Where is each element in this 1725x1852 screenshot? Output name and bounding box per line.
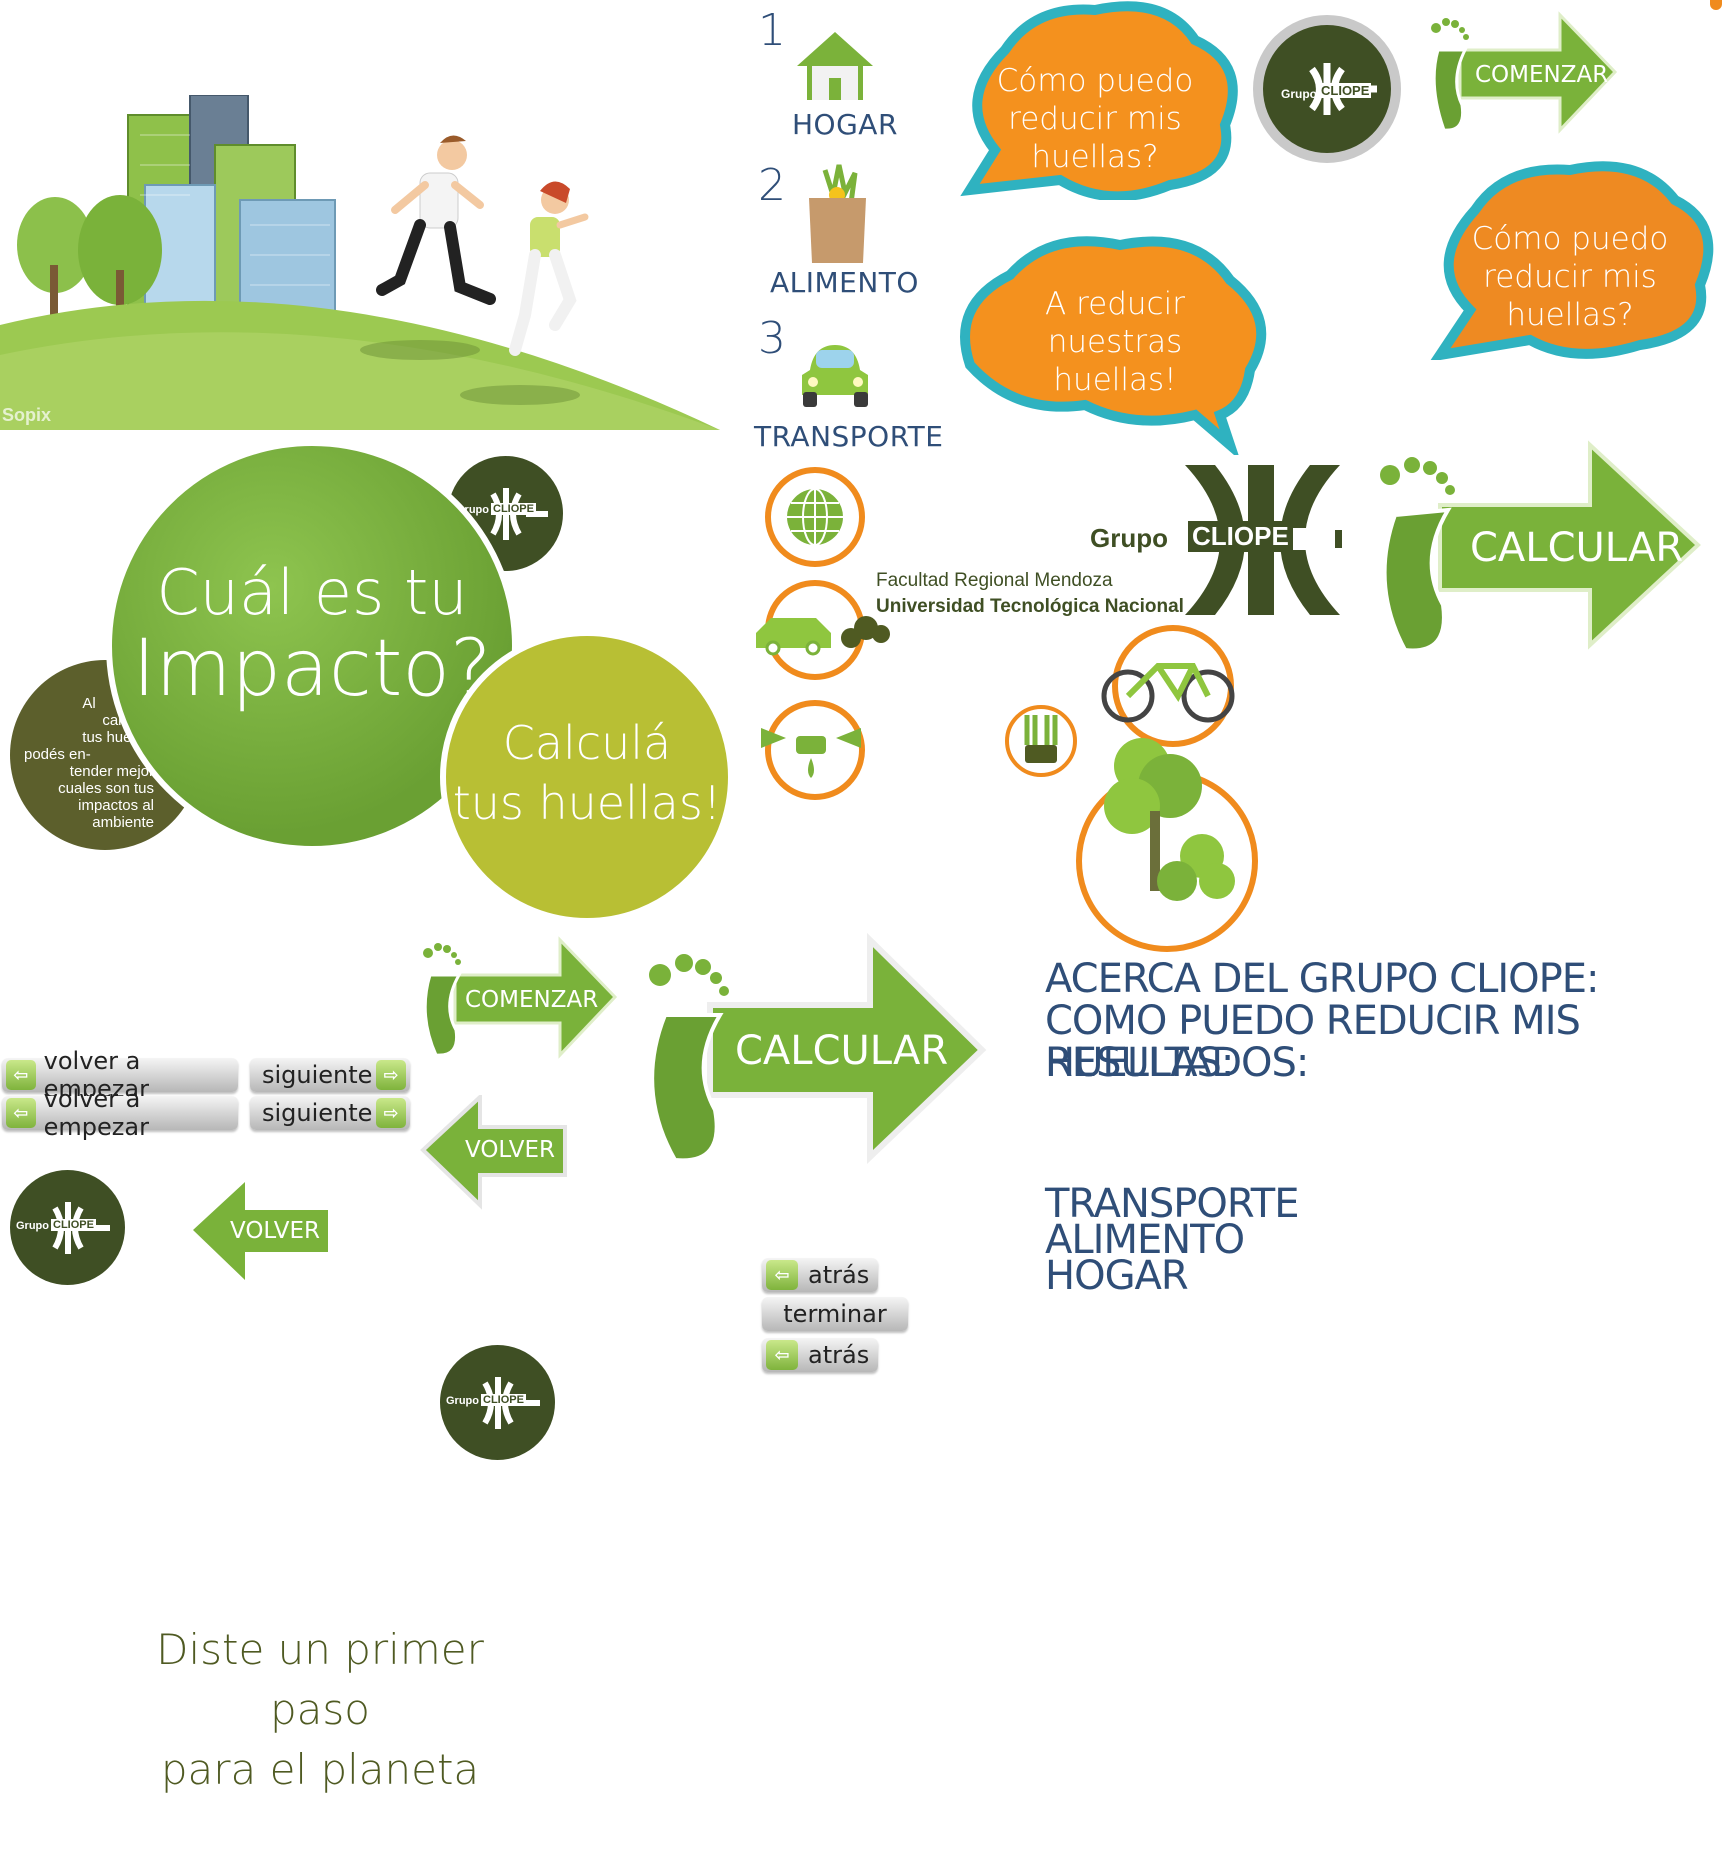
cliope-logo-small-2[interactable]: Grupo CLIOPE: [10, 1170, 125, 1285]
calcula-circle: Calculá tus huellas!: [440, 630, 734, 924]
orange-dot: [1710, 0, 1722, 10]
calcular-label-top: CALCULAR: [1470, 525, 1684, 571]
question-text-2: Cómo puedo reducir mis huellas?: [1471, 221, 1669, 333]
calcular-button-main[interactable]: CALCULAR: [630, 925, 990, 1165]
house-icon[interactable]: [795, 30, 875, 107]
car-icon[interactable]: [798, 340, 873, 415]
bicycle-icon: [1101, 625, 1235, 747]
brand-prefix: Grupo: [1090, 523, 1168, 553]
volver-button-2[interactable]: VOLVER: [190, 1180, 330, 1285]
step-3-number: 3: [758, 313, 786, 364]
impact-circle: Cuál es tu Impacto?: [106, 440, 518, 852]
impact-title-2: Impacto?: [132, 624, 492, 714]
volver-empezar-button-2[interactable]: ⇦ volver a empezar: [2, 1085, 238, 1141]
answer-bubble: A reducir nuestras huellas!: [950, 225, 1275, 461]
back-arrow-icon: ⇦: [766, 1340, 798, 1370]
water-tap-icon: [761, 700, 865, 800]
category-hogar[interactable]: HOGAR: [1045, 1253, 1189, 1299]
siguiente-button-2[interactable]: siguiente ⇨: [250, 1096, 410, 1130]
brand-name: CLIOPE: [481, 1394, 526, 1406]
trees-icon: [1076, 738, 1258, 952]
back-arrow-icon: ⇦: [6, 1060, 36, 1090]
step-2-label[interactable]: ALIMENTO: [770, 266, 919, 299]
car-emissions-icon: [756, 580, 890, 680]
globe-icon: [765, 467, 865, 567]
atras-button[interactable]: ⇦ atrás: [762, 1258, 878, 1292]
atras-button-2[interactable]: ⇦ atrás: [762, 1338, 878, 1372]
comenzar-label: COMENZAR: [1475, 62, 1609, 88]
volver-button[interactable]: VOLVER: [420, 1095, 570, 1210]
calcula-line-1: Calculá: [502, 716, 672, 770]
step-2-number: 2: [758, 160, 786, 211]
brand-name: CLIOPE: [1188, 521, 1293, 552]
cliope-logo-small-3[interactable]: Grupo CLIOPE: [440, 1345, 555, 1460]
brand-prefix: Grupo: [1281, 87, 1317, 101]
question-text: Cómo puedo reducir mis huellas?: [996, 63, 1194, 175]
comenzar-button-2[interactable]: COMENZAR: [410, 935, 620, 1060]
step-1-label[interactable]: HOGAR: [792, 108, 898, 141]
back-arrow-icon: ⇦: [766, 1260, 798, 1290]
step-1-number: 1: [758, 5, 786, 56]
brand-name: CLIOPE: [51, 1219, 96, 1231]
comenzar-button[interactable]: COMENZAR: [1420, 10, 1620, 135]
volver-label-2: VOLVER: [230, 1218, 320, 1244]
step-3-label[interactable]: TRANSPORTE: [754, 420, 944, 453]
question-bubble-2: Cómo puedo reducir mis huellas?: [1425, 160, 1715, 362]
category-alimento[interactable]: ALIMENTO: [1045, 1217, 1245, 1263]
back-arrow-icon: ⇦: [6, 1098, 36, 1128]
cliope-utn-logo: Grupo CLIOPE: [1090, 465, 1350, 625]
volver-label: VOLVER: [465, 1137, 555, 1163]
calcula-line-2: tus huellas!: [452, 776, 722, 830]
answer-text: A reducir nuestras huellas!: [1045, 286, 1185, 398]
heading-how: COMO PUEDO REDUCIR MIS HUELLAS:: [1045, 998, 1581, 1086]
cfl-bulb-icon: [1005, 705, 1077, 777]
hero-illustration: Sopix: [0, 94, 720, 430]
grocery-bag-icon[interactable]: [805, 160, 870, 270]
forward-arrow-icon: ⇨: [376, 1060, 406, 1090]
closing-line-1: Diste un primer paso: [156, 1625, 484, 1734]
brand-prefix: Grupo: [16, 1220, 49, 1232]
faculty-name: Facultad Regional Mendoza: [876, 570, 1113, 591]
question-bubble: Cómo puedo reducir mis huellas?: [950, 0, 1240, 202]
category-transporte[interactable]: TRANSPORTE: [1045, 1181, 1299, 1227]
brand-prefix: Grupo: [446, 1395, 479, 1407]
closing-message: Diste un primer paso para el planeta: [120, 1620, 520, 1800]
impact-title-1: Cuál es tu: [156, 556, 468, 629]
comenzar-label-2: COMENZAR: [465, 987, 599, 1013]
heading-results: RESULTADOS:: [1045, 1040, 1309, 1086]
brand-name: CLIOPE: [491, 503, 536, 515]
calcular-button-top[interactable]: CALCULAR: [1360, 430, 1705, 655]
cliope-logo-badge[interactable]: Grupo CLIOPE: [1253, 15, 1401, 163]
siguiente-button[interactable]: siguiente ⇨: [250, 1058, 410, 1092]
forward-arrow-icon: ⇨: [376, 1098, 406, 1128]
closing-line-2: para el planeta: [160, 1745, 480, 1794]
calcular-label-main: CALCULAR: [735, 1028, 949, 1074]
university-name: Universidad Tecnológica Nacional: [876, 596, 1184, 617]
brand-name: CLIOPE: [1319, 83, 1372, 98]
terminar-button[interactable]: terminar: [762, 1297, 908, 1331]
heading-about: ACERCA DEL GRUPO CLIOPE:: [1045, 956, 1599, 1002]
watermark: Sopix: [2, 405, 52, 425]
